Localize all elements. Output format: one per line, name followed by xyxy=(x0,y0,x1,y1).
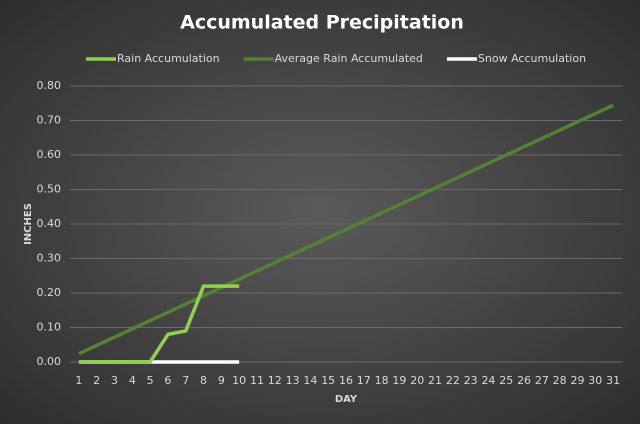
y-tick-label: 0.20 xyxy=(37,286,62,299)
x-tick-label: 11 xyxy=(250,374,264,387)
x-tick-label: 16 xyxy=(339,374,353,387)
x-tick-label: 27 xyxy=(535,374,549,387)
y-tick-label: 0.60 xyxy=(37,148,62,161)
legend-label: Snow Accumulation xyxy=(478,52,586,65)
x-tick-label: 3 xyxy=(111,374,118,387)
chart-title: Accumulated Precipitation xyxy=(180,12,464,34)
x-tick-label: 12 xyxy=(268,374,282,387)
y-tick-label: 0.30 xyxy=(37,252,62,265)
x-tick-label: 19 xyxy=(392,374,406,387)
x-tick-label: 21 xyxy=(428,374,442,387)
x-tick-label: 28 xyxy=(553,374,567,387)
y-tick-label: 0.10 xyxy=(37,321,62,334)
x-tick-label: 17 xyxy=(357,374,371,387)
x-tick-label: 31 xyxy=(606,374,620,387)
y-tick-label: 0.00 xyxy=(37,355,62,368)
x-tick-label: 22 xyxy=(446,374,460,387)
x-tick-label: 6 xyxy=(164,374,171,387)
x-tick-label: 1 xyxy=(75,374,82,387)
series-line xyxy=(78,284,240,364)
x-tick-label: 25 xyxy=(499,374,513,387)
x-tick-label: 4 xyxy=(129,374,136,387)
x-tick-label: 20 xyxy=(410,374,424,387)
x-tick-label: 13 xyxy=(286,374,300,387)
series-line xyxy=(78,103,614,356)
x-tick-label: 9 xyxy=(218,374,225,387)
y-tick-label: 0.80 xyxy=(37,79,62,92)
legend-label: Average Rain Accumulated xyxy=(275,52,423,65)
x-axis-title: DAY xyxy=(335,394,358,405)
x-tick-label: 5 xyxy=(147,374,154,387)
x-tick-label: 30 xyxy=(588,374,602,387)
x-tick-label: 29 xyxy=(570,374,584,387)
x-tick-label: 7 xyxy=(182,374,189,387)
y-tick-label: 0.40 xyxy=(37,217,62,230)
x-tick-label: 26 xyxy=(517,374,531,387)
x-tick-label: 8 xyxy=(200,374,207,387)
x-tick-label: 14 xyxy=(303,374,317,387)
legend-label: Rain Accumulation xyxy=(117,52,220,65)
y-tick-label: 0.70 xyxy=(37,114,62,127)
y-axis-title: INCHES xyxy=(23,203,34,245)
x-tick-label: 2 xyxy=(93,374,100,387)
x-tick-label: 10 xyxy=(232,374,246,387)
x-tick-label: 23 xyxy=(464,374,478,387)
y-tick-label: 0.50 xyxy=(37,183,62,196)
x-tick-label: 15 xyxy=(321,374,335,387)
x-tick-label: 24 xyxy=(481,374,495,387)
x-tick-label: 18 xyxy=(375,374,389,387)
